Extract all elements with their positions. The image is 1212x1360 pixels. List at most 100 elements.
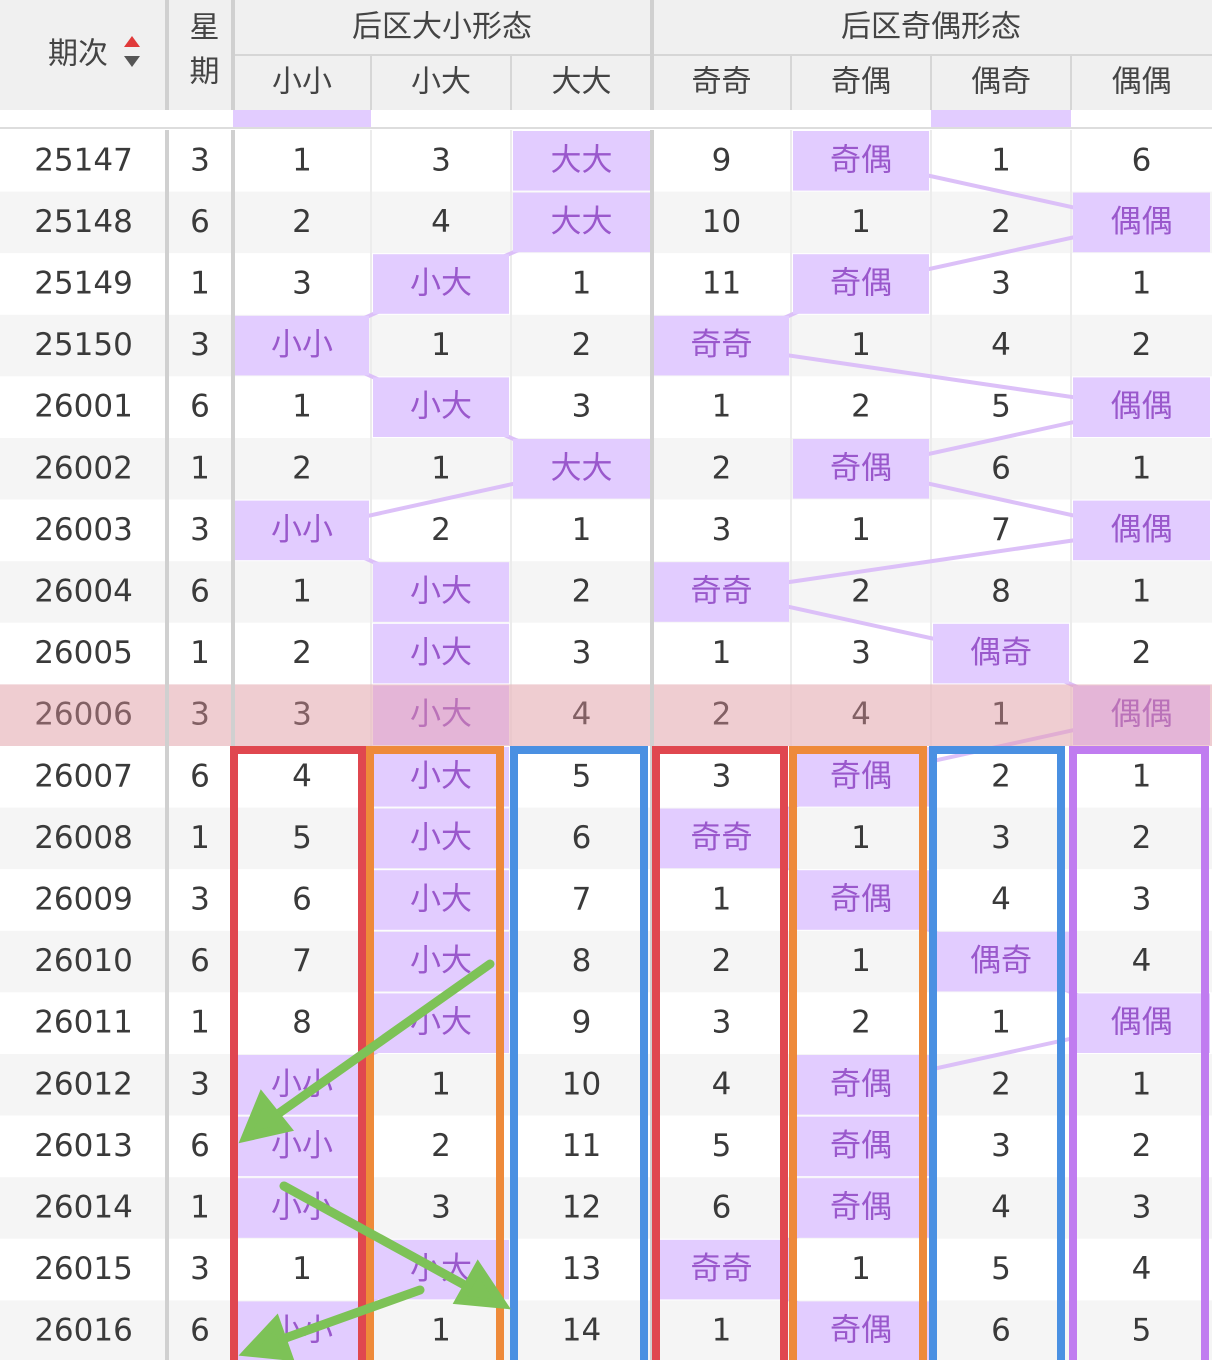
cell: 9 bbox=[712, 142, 732, 178]
cell: 偶偶 bbox=[1111, 697, 1173, 733]
column-header: 小小 bbox=[272, 65, 332, 100]
cell: 4 bbox=[1132, 943, 1152, 979]
partial-cell bbox=[931, 110, 1071, 128]
highlight-cell bbox=[373, 808, 509, 869]
highlight-cell bbox=[373, 377, 509, 437]
cell: 小大 bbox=[410, 882, 472, 918]
row-bg bbox=[0, 869, 1212, 931]
cell: 7 bbox=[292, 943, 312, 979]
highlight-cell bbox=[793, 1055, 929, 1115]
column-header: 偶偶 bbox=[1112, 65, 1172, 100]
row-bg bbox=[0, 807, 1212, 870]
cell: 2 bbox=[1132, 820, 1152, 856]
cell: 10 bbox=[562, 1066, 601, 1102]
sort-down[interactable] bbox=[124, 56, 140, 67]
arrows bbox=[238, 959, 511, 1360]
cell: 11 bbox=[702, 266, 741, 302]
cell: 10 bbox=[702, 204, 741, 240]
cell: 1 bbox=[851, 1251, 871, 1287]
cell: 6 bbox=[190, 1313, 210, 1349]
highlight-cell bbox=[513, 439, 650, 499]
cell: 7 bbox=[991, 512, 1011, 548]
cell: 3 bbox=[190, 142, 210, 178]
cell: 1 bbox=[190, 820, 210, 856]
cell: 5 bbox=[572, 758, 592, 794]
frame bbox=[1069, 746, 1209, 1360]
cell: 3 bbox=[991, 266, 1011, 302]
cell: 1 bbox=[712, 1313, 732, 1349]
highlight-cell bbox=[654, 315, 789, 376]
highlight-cell bbox=[933, 623, 1069, 684]
cell: 7 bbox=[572, 882, 592, 918]
row-bg bbox=[0, 253, 1212, 315]
cell: 3 bbox=[712, 1005, 732, 1041]
cell: 1 bbox=[431, 1066, 451, 1102]
cell: 1 bbox=[292, 389, 312, 425]
arrowhead bbox=[238, 1089, 295, 1144]
sort-up[interactable] bbox=[124, 36, 140, 47]
trend-line bbox=[721, 528, 1142, 594]
cell: 8 bbox=[991, 574, 1011, 610]
cell: 1 bbox=[712, 389, 732, 425]
row-bg bbox=[0, 746, 1212, 808]
cell: 6 bbox=[292, 882, 312, 918]
cell: 6 bbox=[991, 450, 1011, 486]
cell: 奇偶 bbox=[830, 142, 892, 178]
cell: 6 bbox=[712, 1190, 732, 1226]
cell: 4 bbox=[712, 1066, 732, 1102]
period-cell: 26014 bbox=[34, 1190, 133, 1226]
cell: 2 bbox=[292, 450, 312, 486]
period-cell: 26003 bbox=[34, 512, 133, 548]
cell: 小小 bbox=[271, 327, 333, 363]
cell: 2 bbox=[712, 943, 732, 979]
cell: 1 bbox=[991, 142, 1011, 178]
cell: 2 bbox=[991, 758, 1011, 794]
cell: 4 bbox=[991, 882, 1011, 918]
cell: 1 bbox=[851, 512, 871, 548]
cell: 2 bbox=[851, 1005, 871, 1041]
cell: 奇奇 bbox=[691, 820, 753, 856]
cell: 6 bbox=[190, 943, 210, 979]
highlight-cell bbox=[793, 747, 929, 807]
cell: 1 bbox=[190, 450, 210, 486]
row-bg bbox=[0, 1300, 1212, 1360]
highlight-cell bbox=[933, 931, 1069, 992]
cell: 2 bbox=[991, 204, 1011, 240]
cell: 5 bbox=[712, 1128, 732, 1164]
cell: 1 bbox=[851, 820, 871, 856]
highlight-cell bbox=[235, 500, 369, 561]
cell: 小大 bbox=[410, 574, 472, 610]
cell: 奇奇 bbox=[691, 574, 753, 610]
highlight-cell bbox=[793, 131, 929, 191]
cell: 3 bbox=[572, 389, 592, 425]
cell: 小大 bbox=[410, 943, 472, 979]
cell: 奇偶 bbox=[830, 758, 892, 794]
cell: 1 bbox=[1132, 574, 1152, 610]
cell: 1 bbox=[190, 266, 210, 302]
cell: 小小 bbox=[271, 1128, 333, 1164]
cell: 1 bbox=[292, 142, 312, 178]
arrow bbox=[270, 959, 495, 1121]
cell: 1 bbox=[1132, 450, 1152, 486]
weekday-header: 星期 bbox=[184, 11, 219, 99]
cell: 4 bbox=[851, 697, 871, 733]
cell: 1 bbox=[190, 1190, 210, 1226]
row-bg bbox=[0, 314, 1212, 377]
cell: 小大 bbox=[410, 266, 472, 302]
column-header: 小大 bbox=[411, 65, 471, 100]
cell: 8 bbox=[572, 943, 592, 979]
cell: 3 bbox=[431, 1190, 451, 1226]
row-bg bbox=[0, 992, 1212, 1054]
cell: 6 bbox=[190, 1128, 210, 1164]
highlight-cell bbox=[1073, 685, 1210, 745]
period-cell: 25148 bbox=[34, 204, 133, 240]
period-cell: 26006 bbox=[34, 697, 133, 733]
frame bbox=[929, 746, 1065, 1360]
cell: 小大 bbox=[410, 820, 472, 856]
row-bg bbox=[0, 684, 1212, 746]
cell: 偶奇 bbox=[970, 635, 1032, 671]
column-header: 偶奇 bbox=[971, 65, 1031, 100]
cell: 1 bbox=[190, 635, 210, 671]
cell: 1 bbox=[712, 635, 732, 671]
period-header[interactable]: 期次 bbox=[48, 37, 108, 72]
